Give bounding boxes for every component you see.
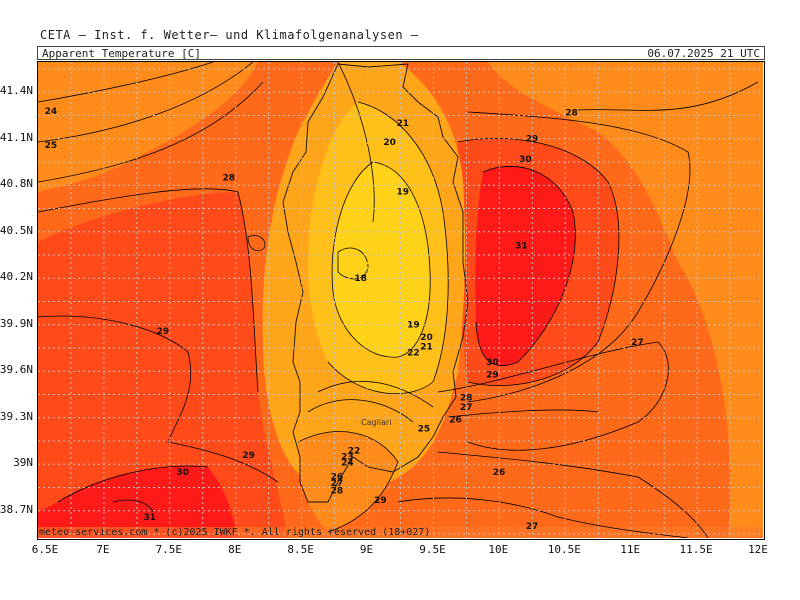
lon-tick-label: 8.5E [287, 543, 314, 556]
contour-label: 31 [515, 242, 528, 252]
contour-label: 25 [45, 141, 58, 151]
contour-label: 26 [493, 468, 506, 478]
title-bar: Apparent_Temperature [C] 06.07.2025 21 U… [37, 46, 765, 60]
contour-label: 29 [242, 451, 255, 461]
field-zone-30-31-east [475, 166, 576, 366]
contour-label: 28 [565, 108, 578, 118]
contour-label: 26 [331, 473, 344, 483]
lat-tick-label: 39N [13, 456, 33, 470]
contour-label: 22 [348, 446, 361, 456]
contour-label: 21 [420, 342, 433, 352]
lon-tick-label: 7E [96, 543, 110, 556]
contour-label: 24 [45, 107, 58, 117]
lon-tick-label: 8E [228, 543, 242, 556]
parameter-label: Apparent_Temperature [C] [42, 47, 201, 60]
field-zone-29-west [38, 192, 288, 538]
contour-label: 18 [354, 274, 367, 284]
contour-label: 31 [143, 513, 156, 523]
lat-tick-label: 38.7N [0, 502, 33, 516]
lon-tick-label: 9.5E [419, 543, 446, 556]
contour-label: 27 [331, 479, 344, 489]
header-provider: CETA – Inst. f. Wetter– und Klimafolgena… [40, 28, 419, 42]
contour-label: 20 [383, 138, 396, 148]
field-zone-24-26-east [488, 62, 763, 537]
valid-time: 06.07.2025 21 UTC [647, 47, 760, 60]
contour-label: 25 [418, 425, 431, 435]
lon-tick-label: 10.5E [547, 543, 581, 556]
field-south-warm [298, 431, 398, 532]
lon-tick-label: 9E [359, 543, 374, 556]
lon-tick-label: 10E [488, 543, 509, 556]
contour-label: 29 [526, 135, 539, 145]
contour-label: 20 [420, 333, 433, 343]
lat-tick-label: 39.6N [0, 363, 33, 377]
contour-label: 29 [486, 370, 499, 380]
lon-tick-label: 12E [748, 543, 768, 556]
contour-label: 28 [331, 487, 344, 497]
contour-label: 23 [341, 452, 354, 462]
contour-label: 26 [449, 415, 462, 425]
lon-tick-label: 11E [620, 543, 641, 556]
contour-label: 30 [176, 468, 189, 478]
contour-labels: 2425282929303121201918192021222829303130… [45, 107, 644, 532]
island-small [247, 235, 266, 252]
contour-label: 27 [460, 403, 473, 413]
contour-label: 27 [526, 522, 539, 532]
contour-label: 29 [157, 327, 170, 337]
lat-tick-label: 40.8N [0, 177, 33, 191]
map-canvas: 2425282929303121201918192021222829303130… [38, 62, 763, 539]
contour-label: 24 [341, 459, 354, 469]
map-panel: 24 25 28 29 29 30 31 21 20 19 18 19 20 21 22 28 29 30 31 30… [37, 61, 765, 540]
lat-tick-label: 39.9N [0, 316, 33, 330]
field-zone-30-31-sw [38, 466, 238, 538]
lon-tick-label: 6.5E [31, 543, 59, 556]
contour-label: 28 [460, 394, 473, 404]
contour-label: 27 [631, 338, 644, 348]
contour-label: 28 [223, 173, 236, 183]
contour-label: 19 [397, 187, 410, 197]
lat-tick-label: 41.1N [0, 130, 33, 144]
place-label-cagliari: Cagliari [361, 418, 391, 427]
contour-label: 30 [519, 155, 532, 165]
graticule [38, 62, 763, 538]
copyright-footer: meteo-services.com * (c)2025 IWKF *. All… [39, 527, 431, 538]
lat-tick-label: 40.2N [0, 270, 33, 284]
lat-tick-label: 41.4N [0, 84, 33, 98]
lon-tick-label: 7.5E [155, 543, 183, 556]
coastline [282, 63, 469, 503]
contour-label: 19 [407, 321, 420, 331]
isotherm-lines [38, 62, 759, 539]
lat-tick-label: 40.5N [0, 223, 33, 237]
contour-label: 29 [374, 496, 387, 506]
field-island-18-19 [332, 162, 431, 358]
lon-tick-label: 11.5E [679, 543, 713, 556]
contour-label: 21 [397, 119, 410, 129]
contour-label: 22 [407, 349, 420, 359]
contour-label: 30 [486, 358, 499, 368]
lat-tick-label: 39.3N [0, 409, 33, 423]
